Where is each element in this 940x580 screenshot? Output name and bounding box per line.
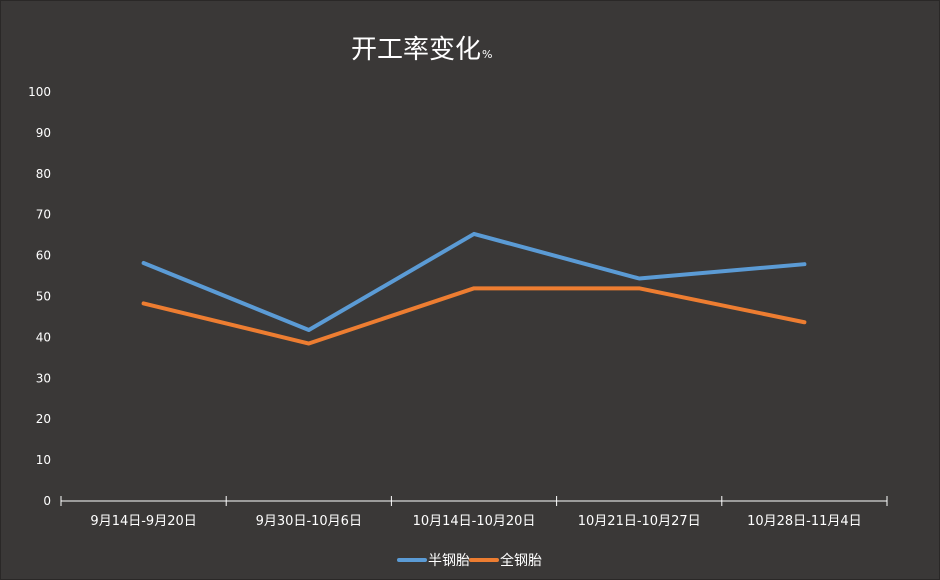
x-axis: 9月14日-9月20日 9月30日-10月6日 10月14日-10月20日 10月21… [60,496,888,529]
y-tick-label: 50 [36,290,51,304]
legend-label: 半钢胎 [428,553,470,569]
chart-title: 开工率变化 [351,35,481,65]
y-tick-label: 100 [28,85,51,99]
legend: 半钢胎 全钢胎 [397,552,542,569]
y-tick-label: 90 [36,126,51,140]
x-tick-label: 10月21日-10月27日 [578,514,701,529]
y-tick-label: 0 [43,494,51,508]
y-tick-label: 40 [36,330,51,344]
series-line-1 [141,231,807,333]
y-tick-label: 20 [36,412,51,426]
y-tick-label: 10 [36,453,51,467]
series-lines [141,231,807,346]
x-tick-label: 10月28日-11月4日 [747,514,862,529]
y-tick-label: 80 [36,167,51,181]
series-line-2 [141,286,807,346]
x-tick-label: 9月14日-9月20日 [90,514,196,529]
x-tick-label: 10月14日-10月20日 [413,514,536,529]
y-tick-label: 70 [36,208,51,222]
legend-label: 全钢胎 [500,552,542,569]
y-axis-ticks: 0 10 20 30 40 50 60 70 80 90 100 [28,85,51,508]
y-tick-label: 30 [36,371,51,385]
x-tick-label: 9月30日-10月6日 [256,514,362,529]
chart-title-unit: % [482,48,492,61]
y-tick-label: 60 [36,249,51,263]
